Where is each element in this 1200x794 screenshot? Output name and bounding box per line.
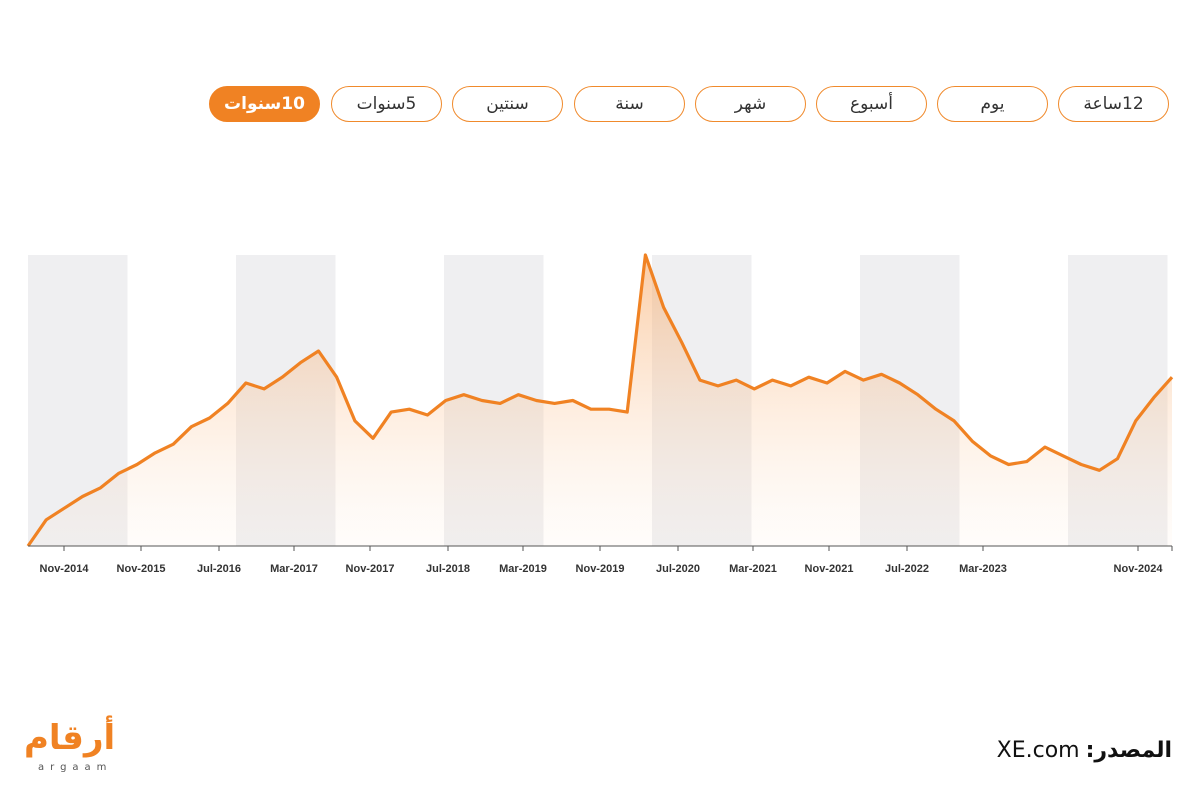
tab-week[interactable]: أسبوع xyxy=(816,86,927,122)
logo-latin-text: argaam xyxy=(38,762,113,773)
x-tick-label: Nov-2014 xyxy=(40,563,90,575)
x-tick-label: Nov-2015 xyxy=(117,563,166,575)
x-tick-label: Mar-2021 xyxy=(729,563,777,575)
argaam-logo: أرقام argaam xyxy=(24,718,144,782)
x-tick-label: Nov-2024 xyxy=(1114,563,1164,575)
x-tick-label: Mar-2017 xyxy=(270,563,318,575)
x-tick-label: Nov-2019 xyxy=(576,563,625,575)
tab-day[interactable]: يوم xyxy=(937,86,1048,122)
series-line xyxy=(26,253,1174,547)
x-tick-label: Nov-2021 xyxy=(805,563,854,575)
source-value: XE.com xyxy=(996,738,1080,763)
logo-arabic-text: أرقام xyxy=(24,718,116,758)
tab-two-years[interactable]: سنتين xyxy=(452,86,563,122)
x-tick-label: Jul-2016 xyxy=(197,563,241,575)
exchange-rate-chart: Nov-2014 Nov-2015 Jul-2016 Mar-2017 Nov-2017… xyxy=(26,253,1174,575)
x-tick-label: Mar-2023 xyxy=(959,563,1007,575)
source-note: المصدر: XE.com xyxy=(997,738,1172,763)
x-tick-label: Mar-2019 xyxy=(499,563,547,575)
x-ticks: Nov-2014 Nov-2015 Jul-2016 Mar-2017 Nov-2017… xyxy=(40,546,1173,575)
x-tick-label: Jul-2022 xyxy=(885,563,929,575)
source-label: المصدر: xyxy=(1085,738,1172,763)
area-fill xyxy=(28,255,1172,546)
x-tick-label: Jul-2020 xyxy=(656,563,700,575)
tab-12-hours[interactable]: 12ساعة xyxy=(1058,86,1169,122)
period-tabs: 12ساعة يوم أسبوع شهر سنة سنتين 5سنوات 10… xyxy=(0,86,1200,126)
tab-5-years[interactable]: 5سنوات xyxy=(331,86,442,122)
tab-10-years[interactable]: 10سنوات xyxy=(209,86,320,122)
tab-year[interactable]: سنة xyxy=(574,86,685,122)
x-tick-label: Nov-2017 xyxy=(346,563,395,575)
x-tick-label: Jul-2018 xyxy=(426,563,470,575)
tab-month[interactable]: شهر xyxy=(695,86,806,122)
